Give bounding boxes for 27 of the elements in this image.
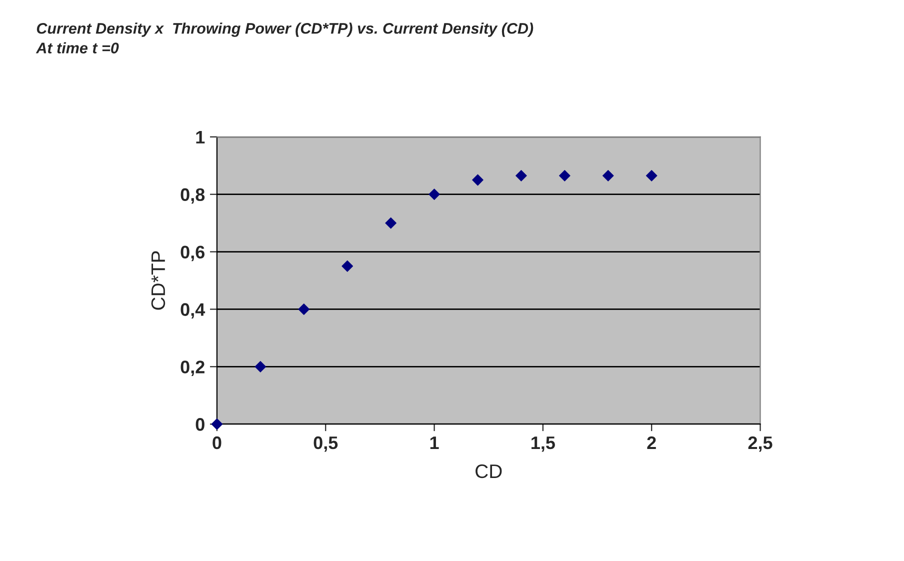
y-tick-label: 1 xyxy=(196,131,205,144)
x-tick-label: 0,5 xyxy=(314,436,338,452)
text: At time t =0 xyxy=(36,42,119,54)
y-tick-label: 0,2 xyxy=(180,360,204,376)
x-axis-title: CD xyxy=(476,464,502,478)
chart-title: Current Density x Throwing Power (CD*TP) vs. Current Density (CD) xyxy=(36,22,534,37)
y-tick-label: 0,4 xyxy=(180,303,206,319)
point xyxy=(472,174,484,186)
x-tick-label: 2,5 xyxy=(748,436,772,452)
point xyxy=(254,360,266,372)
point xyxy=(516,170,527,182)
point xyxy=(558,170,570,182)
x-tick-label: 0 xyxy=(212,436,222,450)
y-axis-title: CD*TP xyxy=(151,251,166,310)
point xyxy=(646,170,658,182)
point xyxy=(602,170,614,182)
point xyxy=(298,304,310,315)
x-tick-label: 1 xyxy=(430,436,439,450)
x-tick-label: 2 xyxy=(647,436,656,450)
y-tick-label: 0,8 xyxy=(180,188,205,204)
point xyxy=(211,418,223,430)
y-tick-label: 0 xyxy=(196,418,204,431)
point xyxy=(385,217,396,229)
point xyxy=(428,188,440,200)
x-tick-label: 1,5 xyxy=(532,436,555,452)
y-tick-label: 0,6 xyxy=(180,246,205,262)
point xyxy=(342,260,354,272)
